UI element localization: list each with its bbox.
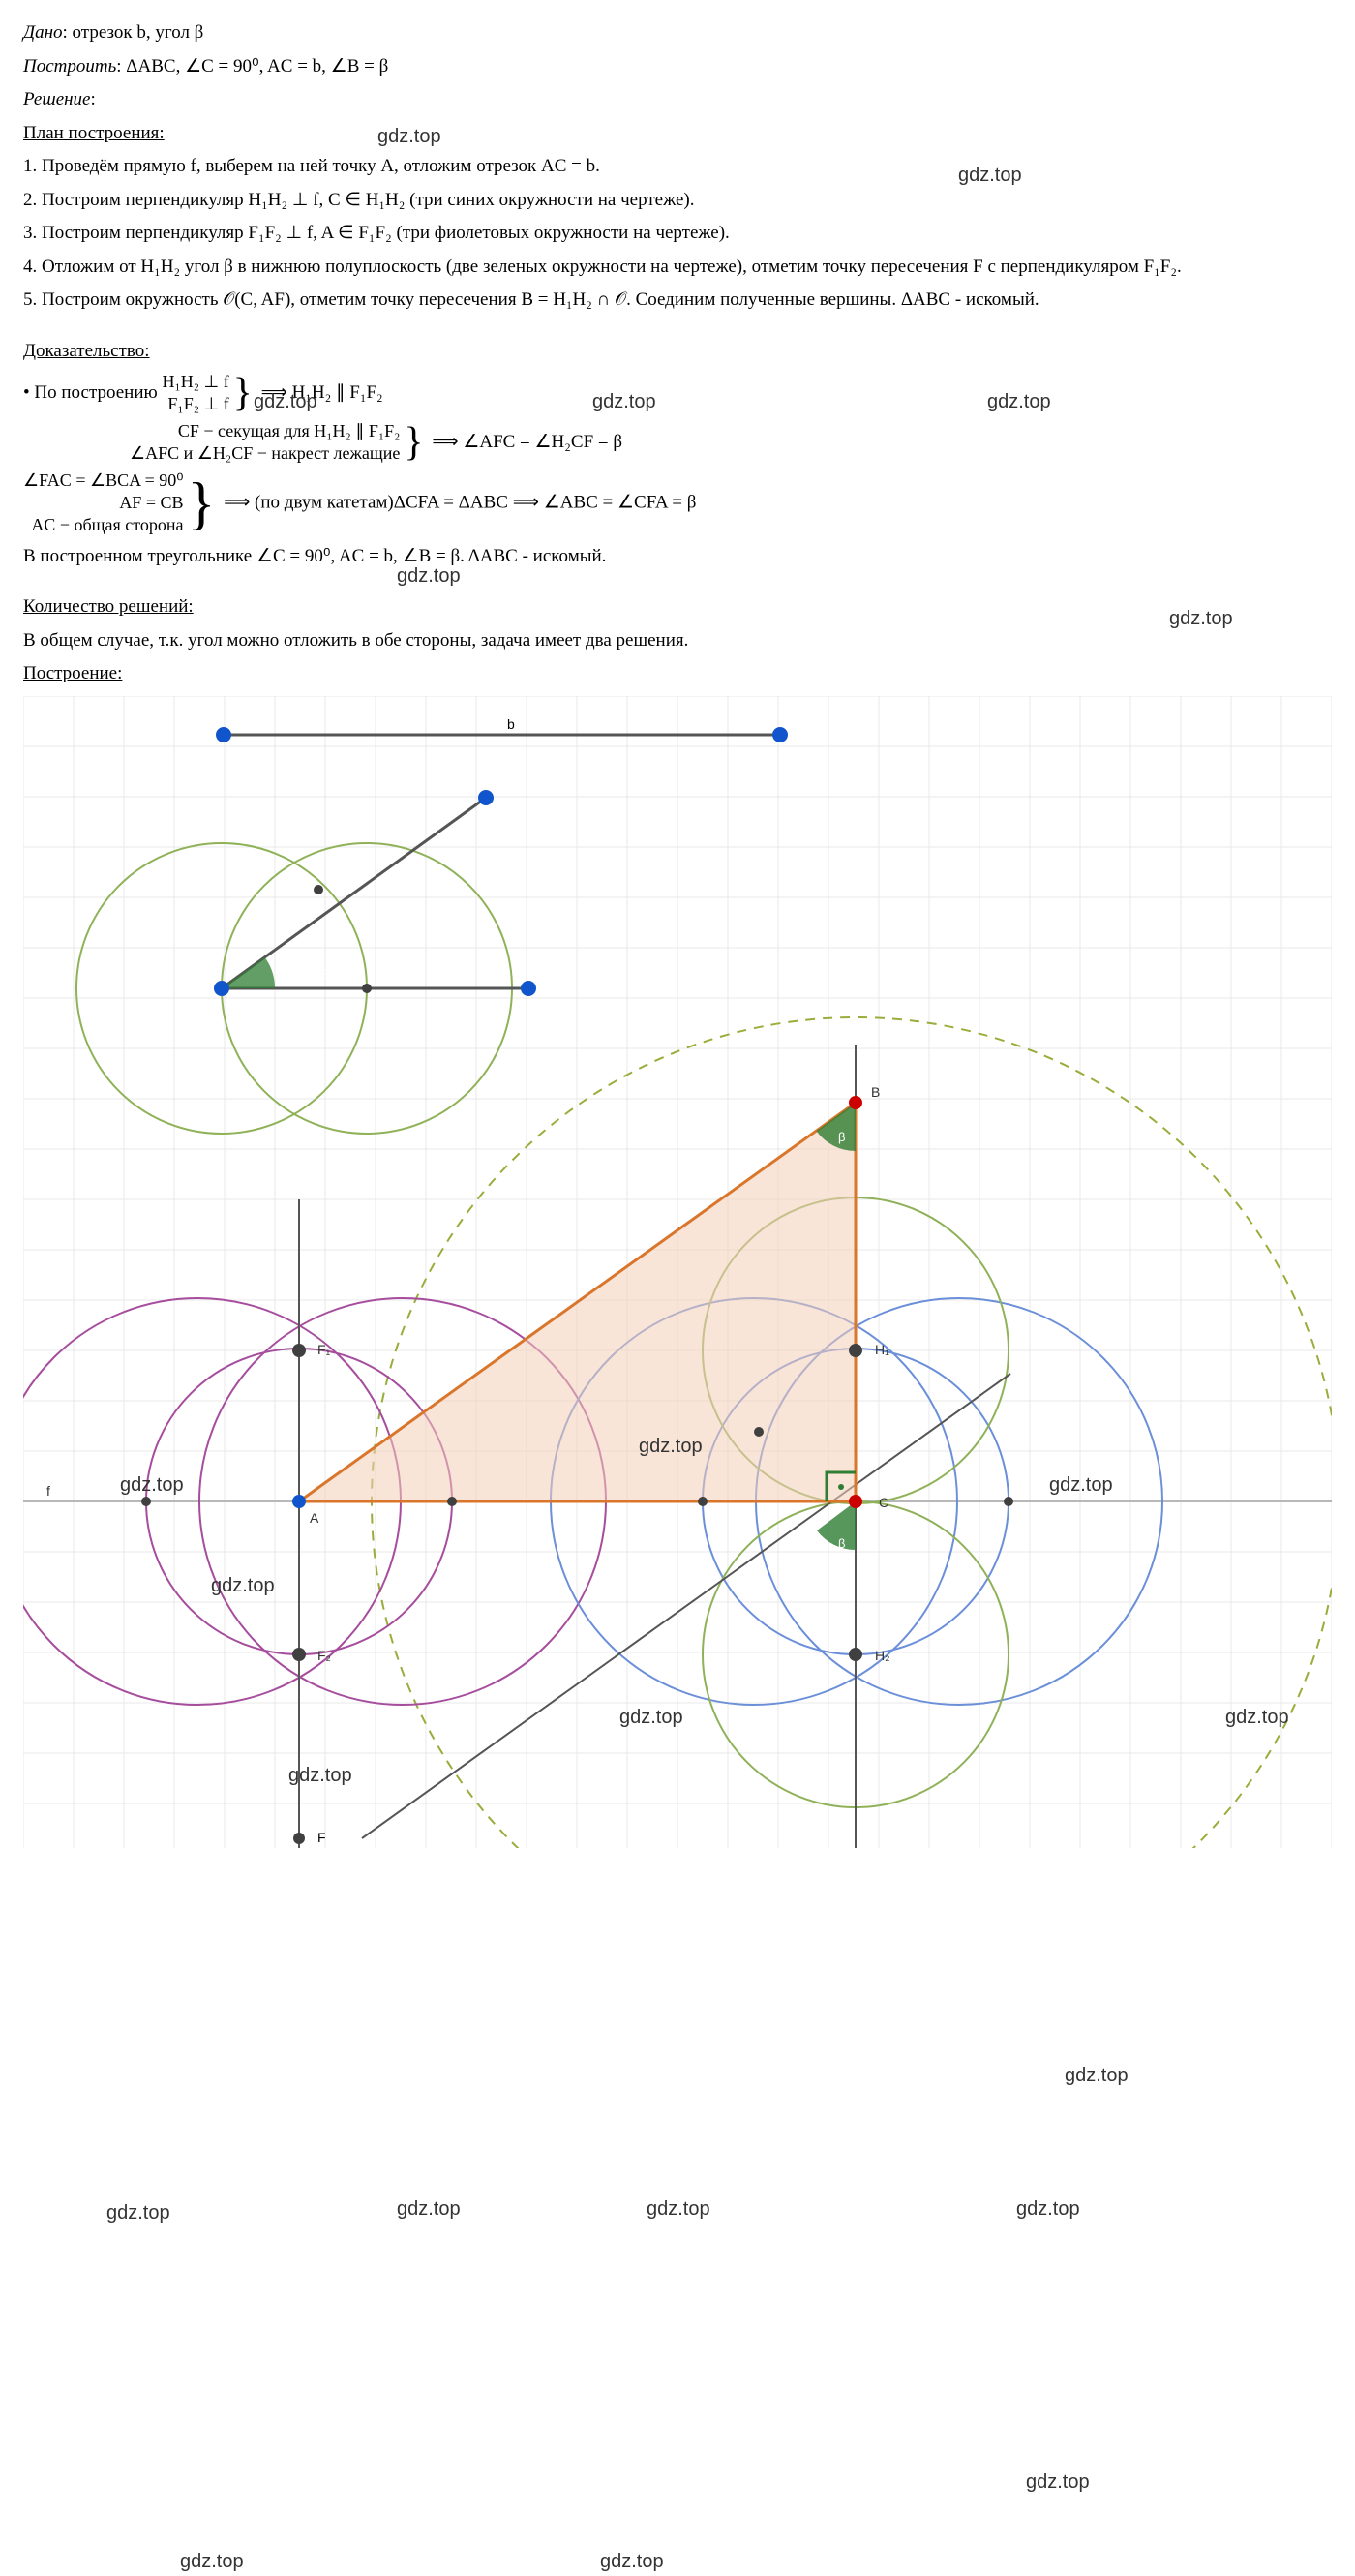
proof-line3-result: ⟹ (по двум катетам)ΔCFA = ΔABC ⟹ ∠ABC = … [224,492,696,512]
svg-text:F₁: F₁ [317,1342,331,1357]
svg-text:β: β [838,1130,845,1144]
proof-l1-2: F₁F₂ ⊥ f [167,393,228,415]
svg-text:A: A [310,1510,319,1526]
build-text: : ΔABC, ∠C = 90⁰, AC = b, ∠B = β [116,56,388,76]
plan-step-4: 4. Отложим от H₁H₂ угол β в нижнюю полуп… [23,254,1332,282]
solution-colon: : [91,89,96,109]
svg-text:β: β [838,1536,845,1551]
svg-text:H₂: H₂ [875,1648,890,1663]
count-text: В общем случае, т.к. угол можно отложить… [23,627,1332,655]
solution-label: Решение [23,89,91,109]
proof-line1-result: ⟹ H₁H₂ ∥ F₁F₂ [261,382,383,403]
build-line: Построить: ΔABC, ∠C = 90⁰, AC = b, ∠B = … [23,53,1332,81]
given-line: Дано: отрезок b, угол β [23,19,1332,47]
svg-text:f: f [46,1483,50,1499]
plan-step-1: 1. Проведём прямую f, выберем на ней точ… [23,153,1332,181]
plan-step-5: 5. Построим окружность 𝒪(C, AF), отметим… [23,287,1332,315]
plan-step-3: 3. Построим перпендикуляр F₁F₂ ⊥ f, A ∈ … [23,220,1332,248]
proof-l2-1: CF − секущая для H₁H₂ ∥ F₁F₂ [178,420,401,442]
proof-conclusion: В построенном треугольнике ∠C = 90⁰, AC … [23,543,1332,571]
proof-l3-3: AC − общая сторона [31,514,183,536]
proof-line1-intro: • По построению [23,382,162,403]
given-label: Дано [23,22,63,43]
watermark: gdz.top [1016,2195,1080,2224]
construction-heading: Построение: [23,660,1332,688]
svg-text:C: C [879,1495,888,1510]
watermark: gdz.top [1026,2468,1090,2497]
document-root: Дано: отрезок b, угол β Построить: ΔABC,… [23,19,1332,1848]
proof-l3-1: ∠FAC = ∠BCA = 90⁰ [23,470,184,492]
geometry-diagram: f b β β β A C B H₁ H₂ F₁ F₂ F [23,696,1332,1848]
proof-line-3: ∠FAC = ∠BCA = 90⁰ AF = CB AC − общая сто… [23,470,1332,537]
plan-heading: План построения: [23,120,1332,148]
given-text: : отрезок b, угол β [63,22,204,43]
proof-l2-2: ∠AFC и ∠H₂CF − накрест лежащие [130,442,400,465]
watermark: gdz.top [180,2547,244,2576]
svg-text:B: B [871,1084,880,1100]
svg-text:F: F [317,1830,326,1845]
watermark: gdz.top [106,2198,170,2227]
proof-line-2: CF − секущая для H₁H₂ ∥ F₁F₂ ∠AFC и ∠H₂C… [130,420,1332,466]
svg-text:β: β [321,966,329,982]
proof-l3-2: AF = CB [119,492,183,514]
proof-heading: Доказательство: [23,338,1332,366]
svg-text:b: b [507,716,515,732]
build-label: Построить [23,56,116,76]
proof-line-1: • По построению H₁H₂ ⊥ f F₁F₂ ⊥ f } ⟹ H₁… [23,371,1332,416]
svg-text:H₁: H₁ [875,1342,889,1357]
proof-l1-1: H₁H₂ ⊥ f [162,371,228,393]
solution-line: Решение: [23,86,1332,114]
diagram-svg: f b β β β A C B H₁ H₂ F₁ F₂ F [23,696,1332,1848]
count-heading: Количество решений: [23,593,1332,621]
svg-text:F₂: F₂ [317,1648,331,1663]
watermark: gdz.top [600,2547,664,2576]
proof-line2-result: ⟹ ∠AFC = ∠H₂CF = β [432,432,622,452]
watermark: gdz.top [1065,2061,1129,2090]
plan-step-2: 2. Построим перпендикуляр H₁H₂ ⊥ f, C ∈ … [23,187,1332,215]
watermark: gdz.top [397,2195,461,2224]
watermark: gdz.top [647,2195,710,2224]
